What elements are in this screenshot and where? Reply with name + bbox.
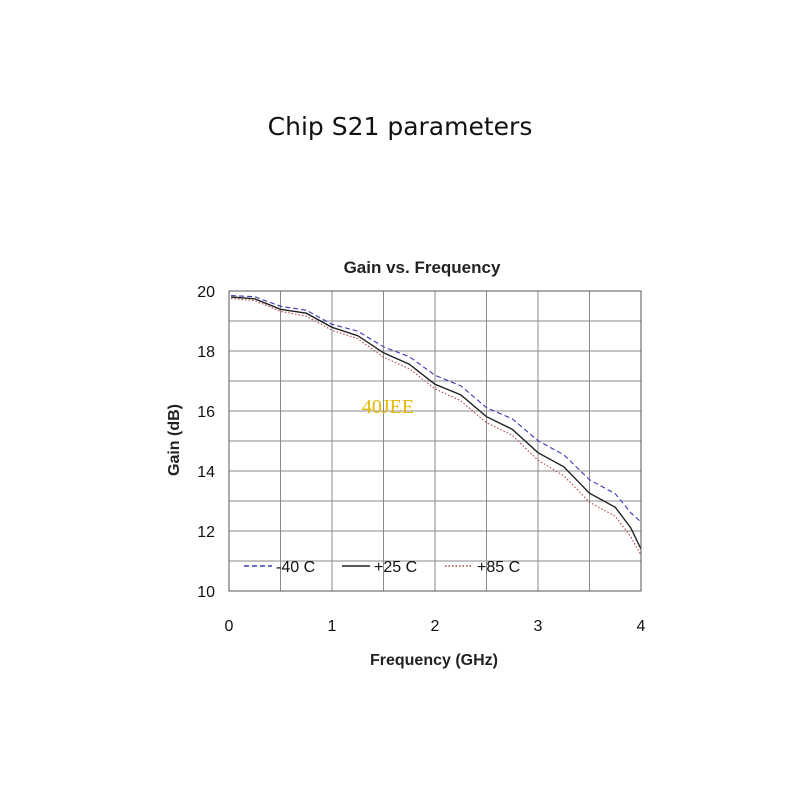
x-tick-label: 1 [328, 618, 337, 635]
y-tick-label: 18 [197, 344, 215, 361]
series-line [231, 294, 642, 523]
x-tick-label: 2 [431, 618, 440, 635]
legend-label: +85 C [477, 559, 520, 576]
legend-label: +25 C [374, 559, 417, 576]
x-axis-label: Frequency (GHz) [370, 652, 498, 669]
chart-legend: -40 C +25 C +85 C [244, 559, 520, 576]
chart-title: Gain vs. Frequency [344, 258, 501, 277]
page-title: Chip S21 parameters [267, 112, 533, 141]
y-tick-labels: 10 12 14 16 18 20 [197, 284, 215, 601]
y-tick-label: 10 [197, 584, 215, 601]
x-tick-label: 0 [225, 618, 234, 635]
plot-frame [228, 290, 642, 592]
x-tick-label: 4 [637, 618, 646, 635]
series-line [231, 297, 642, 556]
y-tick-label: 16 [197, 404, 215, 421]
y-tick-label: 12 [197, 524, 215, 541]
y-tick-label: 14 [197, 464, 215, 481]
watermark-text: 40JEE [362, 396, 414, 418]
x-tick-labels: 0 1 2 3 4 [225, 618, 646, 635]
legend-label: -40 C [276, 559, 315, 576]
x-tick-label: 3 [534, 618, 543, 635]
y-axis-label: Gain (dB) [166, 404, 183, 476]
y-tick-label: 20 [197, 284, 215, 301]
chart-grid [229, 291, 641, 591]
series-line [231, 296, 642, 550]
chart-series-group [231, 294, 642, 556]
